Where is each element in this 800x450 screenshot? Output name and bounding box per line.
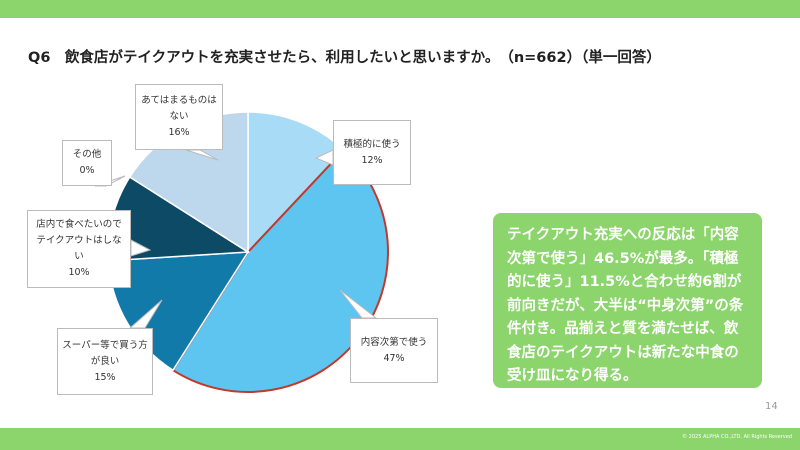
category-label: あてはまるものはない (141, 95, 217, 122)
callout-tail (130, 239, 152, 257)
value-label: 16% (168, 127, 190, 138)
value-label: 10% (68, 267, 90, 278)
chart-title: Q6 飲食店がテイクアウトを充実させたら、利用したいと思いますか。 （n=662… (28, 50, 661, 66)
data-callout: 内容次第で使う 47% (350, 318, 438, 383)
data-callout: あてはまるものはない 16% (135, 84, 223, 150)
page-number: 14 (765, 401, 778, 412)
category-label: その他 (72, 149, 102, 160)
data-callout: その他 0% (62, 140, 112, 186)
bottom-bar (0, 428, 800, 450)
category-label: 内容次第で使う (360, 336, 428, 348)
copyright: © 2025 ALPHA CO.,LTD. All Rights Reserve… (682, 434, 792, 440)
category-label: 店内で食べたいのでテイクアウトはしない (36, 219, 122, 262)
value-label: 12% (361, 154, 383, 166)
value-label: 0% (79, 165, 95, 176)
top-bar (0, 0, 800, 18)
summary-box: テイクアウト充実への反応は「内容次第で使う」46.5%が最多。「積極的に使う」1… (493, 213, 762, 388)
data-callout: 店内で食べたいのでテイクアウトはしない 10% (27, 210, 131, 288)
category-label: 積極的に使う (343, 138, 401, 150)
value-label: 15% (94, 371, 116, 383)
value-label: 47% (383, 352, 405, 364)
callout-tail (185, 149, 219, 161)
category-label: スーパー等で買う方が良い (62, 339, 148, 367)
data-callout: 積極的に使う 12% (333, 120, 411, 185)
data-callout: スーパー等で買う方が良い 15% (57, 328, 153, 395)
